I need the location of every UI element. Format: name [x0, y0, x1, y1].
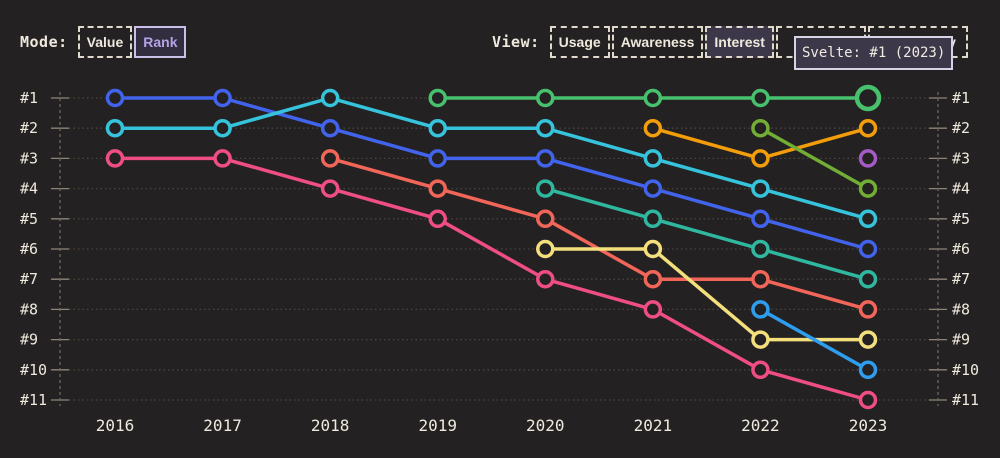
- point-cyan-2022[interactable]: [751, 179, 770, 198]
- point-svelte-2021[interactable]: [643, 88, 663, 108]
- point-teal-2023[interactable]: [858, 269, 878, 289]
- year-label-2019: 2019: [418, 416, 457, 435]
- mode-option-value[interactable]: Value: [77, 26, 133, 58]
- point-salmon-2021[interactable]: [643, 269, 663, 289]
- rank-label-right-#9: #9: [952, 331, 970, 349]
- series-line-salmon: [328, 156, 870, 312]
- point-blue-2023[interactable]: [858, 239, 878, 259]
- point-lime-2022[interactable]: [751, 118, 770, 138]
- rank-label-right-#3: #3: [952, 149, 970, 167]
- year-label-2023: 2023: [849, 416, 888, 435]
- point-amber-2022[interactable]: [751, 149, 770, 168]
- point-blue-2017[interactable]: [213, 88, 232, 108]
- point-pink-2017[interactable]: [213, 149, 232, 168]
- point-teal-2022[interactable]: [751, 239, 770, 259]
- point-yellow-2020[interactable]: [536, 239, 555, 259]
- point-amber-2021[interactable]: [643, 118, 663, 138]
- point-cyan-2021[interactable]: [643, 149, 663, 168]
- rank-label-right-#10: #10: [952, 361, 979, 379]
- series-line-teal: [543, 186, 870, 281]
- point-salmon-2020[interactable]: [536, 209, 555, 229]
- year-label-2022: 2022: [741, 416, 780, 435]
- rank-label-left-#10: #10: [20, 361, 47, 379]
- view-label: View:: [492, 33, 540, 51]
- rank-label-right-#1: #1: [952, 89, 970, 107]
- rank-label-left-#11: #11: [20, 391, 47, 409]
- rank-label-right-#8: #8: [952, 300, 970, 318]
- point-amber-2023[interactable]: [858, 118, 878, 138]
- point-pink-2016[interactable]: [105, 149, 125, 168]
- year-label-2017: 2017: [203, 416, 242, 435]
- point-salmon-2018[interactable]: [320, 149, 340, 168]
- point-cyan-2023[interactable]: [858, 209, 878, 229]
- point-cyan-2016[interactable]: [105, 118, 125, 138]
- point-svelte-2023[interactable]: [854, 84, 882, 112]
- point-salmon-2023[interactable]: [858, 300, 878, 319]
- year-label-2021: 2021: [634, 416, 673, 435]
- rank-label-right-#7: #7: [952, 270, 970, 288]
- rank-label-right-#6: #6: [952, 240, 970, 258]
- rank-label-right-#2: #2: [952, 119, 970, 137]
- point-yellow-2022[interactable]: [751, 330, 770, 349]
- series-line-blue: [113, 96, 870, 251]
- point-svelte-2020[interactable]: [536, 88, 555, 108]
- point-teal-2021[interactable]: [643, 209, 663, 229]
- series-line-pink: [113, 156, 870, 402]
- point-blue-2022[interactable]: [751, 209, 770, 229]
- view-option-awareness[interactable]: Awareness: [611, 26, 704, 58]
- rank-label-left-#5: #5: [20, 210, 38, 228]
- year-label-2020: 2020: [526, 416, 565, 435]
- point-blue-2018[interactable]: [320, 118, 340, 138]
- point-pink-2020[interactable]: [536, 269, 555, 289]
- point-cyan-2019[interactable]: [428, 118, 447, 138]
- rank-label-left-#6: #6: [20, 240, 38, 258]
- series-line-cyan: [113, 96, 870, 221]
- point-salmon-2022[interactable]: [751, 269, 770, 289]
- mode-option-rank[interactable]: Rank: [134, 26, 187, 58]
- view-option-interest[interactable]: Interest: [705, 26, 774, 58]
- point-blue-2019[interactable]: [428, 149, 447, 168]
- point-pink-2019[interactable]: [428, 209, 447, 229]
- point-blue-2021[interactable]: [643, 179, 663, 198]
- series-line-lightblue: [758, 307, 870, 372]
- point-blue-2020[interactable]: [536, 149, 555, 168]
- rank-label-left-#9: #9: [20, 331, 38, 349]
- point-lightblue-2023[interactable]: [858, 360, 878, 380]
- rank-label-left-#1: #1: [20, 89, 38, 107]
- rank-label-left-#8: #8: [20, 300, 38, 318]
- point-purple-2023[interactable]: [858, 149, 878, 168]
- point-yellow-2021[interactable]: [643, 239, 663, 259]
- rank-label-left-#2: #2: [20, 119, 38, 137]
- rank-label-left-#4: #4: [20, 180, 38, 198]
- rank-label-right-#11: #11: [952, 391, 979, 409]
- point-pink-2023[interactable]: [858, 390, 878, 410]
- mode-label: Mode:: [20, 33, 68, 51]
- point-salmon-2019[interactable]: [428, 179, 447, 198]
- point-blue-2016[interactable]: [105, 88, 125, 108]
- point-svelte-2019[interactable]: [428, 88, 447, 108]
- rank-label-right-#4: #4: [952, 180, 970, 198]
- point-cyan-2020[interactable]: [536, 118, 555, 138]
- point-lime-2023[interactable]: [858, 179, 878, 198]
- point-lightblue-2022[interactable]: [751, 300, 770, 319]
- rank-label-left-#7: #7: [20, 270, 38, 288]
- point-cyan-2018[interactable]: [320, 88, 340, 108]
- rank-label-right-#5: #5: [952, 210, 970, 228]
- series-line-lime: [758, 126, 870, 191]
- point-svelte-2022[interactable]: [751, 88, 770, 108]
- rank-label-left-#3: #3: [20, 149, 38, 167]
- view-option-usage[interactable]: Usage: [549, 26, 610, 58]
- year-label-2016: 2016: [96, 416, 135, 435]
- point-pink-2021[interactable]: [643, 300, 663, 319]
- point-pink-2018[interactable]: [320, 179, 340, 198]
- point-cyan-2017[interactable]: [213, 118, 232, 138]
- point-teal-2020[interactable]: [536, 179, 555, 198]
- mode-toggle-group: Mode: Value Rank: [20, 26, 187, 58]
- year-label-2018: 2018: [311, 416, 350, 435]
- point-yellow-2023[interactable]: [858, 330, 878, 349]
- tooltip: Svelte: #1 (2023): [794, 36, 954, 70]
- point-pink-2022[interactable]: [751, 360, 770, 380]
